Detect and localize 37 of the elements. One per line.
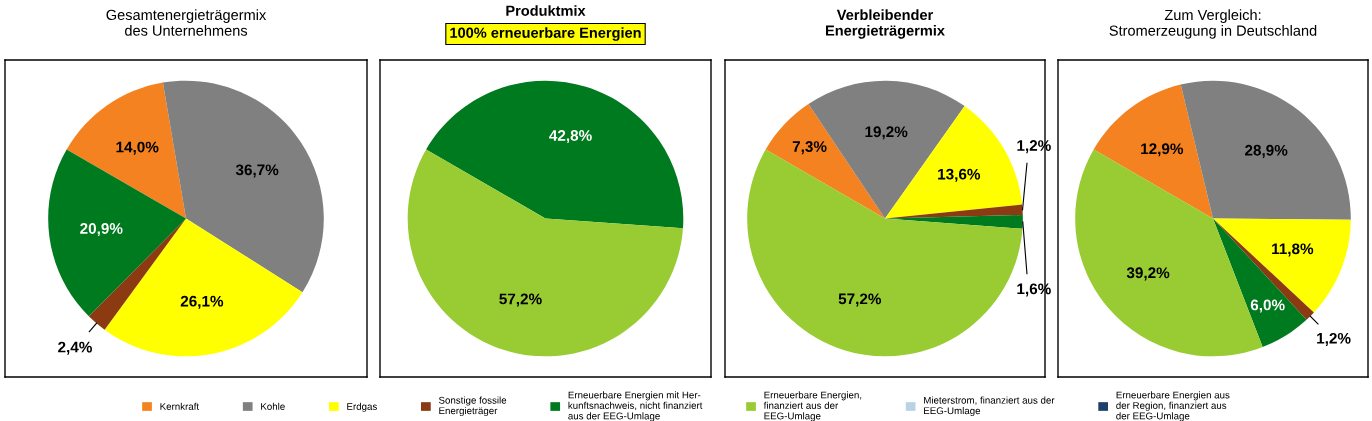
legend-label: Erneuerbare Energien mit Her- kunftsnachweis, nicht finanziert aus der EEG-Umlage xyxy=(568,391,703,421)
data-label: 11,8% xyxy=(1272,243,1314,257)
data-label: 19,2% xyxy=(865,126,908,140)
data-label: 26,1% xyxy=(180,295,224,309)
data-label: 20,9% xyxy=(80,223,123,237)
data-label: 57,2% xyxy=(838,293,882,307)
data-label: 13,6% xyxy=(938,168,981,182)
pie-slice xyxy=(1093,84,1213,219)
data-label: 28,9% xyxy=(1245,144,1288,158)
chart-title: Verbleibender Energieträgermix xyxy=(826,9,945,39)
chart-subtitle: 100% erneuerbare Energien xyxy=(450,27,641,41)
data-label: 14,0% xyxy=(116,141,159,155)
data-label: 42,8% xyxy=(549,130,592,144)
data-label: 12,9% xyxy=(1141,143,1184,157)
data-label: 7,3% xyxy=(792,141,827,155)
chart-title: Gesamtenergieträgermix des Unternehmens xyxy=(106,9,267,36)
pie-slice xyxy=(162,80,324,293)
legend-label: Kernkraft xyxy=(160,402,200,410)
pie-slice xyxy=(426,80,684,229)
chart-title: Produktmix xyxy=(506,5,586,16)
legend-label: Erdgas xyxy=(347,402,377,412)
data-label: 6,0% xyxy=(1250,299,1285,313)
chart-title: Zum Vergleich: Stromerzeugung in Deutschland xyxy=(1109,9,1317,39)
data-label: 1,2% xyxy=(1317,332,1351,346)
legend-label: Erneuerbare Energien, finanziert aus der EEG-Umlage xyxy=(763,391,862,421)
legend-label: Erneuerbare Energien aus der Region, finanziert aus der EEG-Umlage xyxy=(1116,391,1230,421)
data-label: 39,2% xyxy=(1126,267,1170,281)
pie-slice xyxy=(407,149,683,357)
legend-label: Sonstige fossile Energieträger xyxy=(438,396,507,417)
pie-slice xyxy=(66,82,186,219)
data-label: 57,2% xyxy=(499,293,542,307)
pie-slice xyxy=(1213,218,1351,313)
legend-label: Kohle xyxy=(261,402,285,410)
legend-label: Mieterstrom, finanziert aus der EEG-Umlage xyxy=(924,396,1055,417)
data-label: 36,7% xyxy=(235,164,279,178)
pie-slice xyxy=(885,214,1023,229)
data-label: 2,4% xyxy=(58,341,92,355)
